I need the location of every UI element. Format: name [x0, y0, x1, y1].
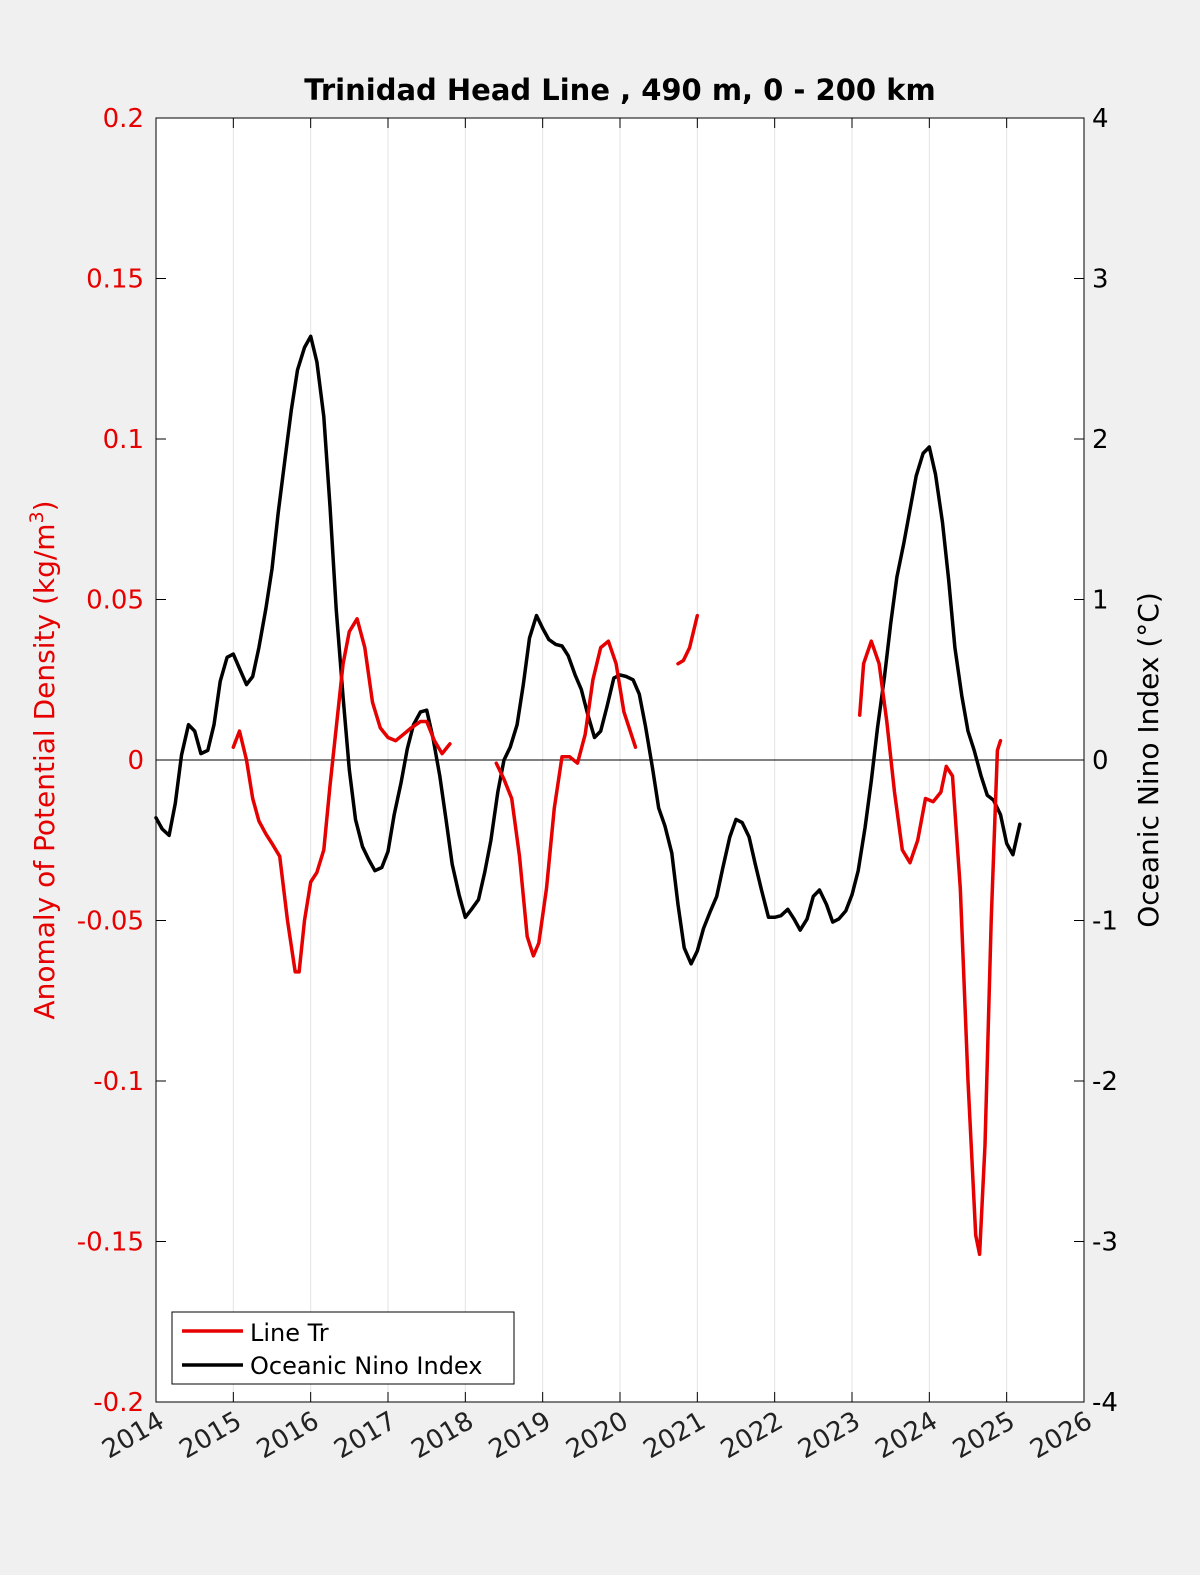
chart-title: Trinidad Head Line , 490 m, 0 - 200 km: [304, 73, 935, 107]
y-left-tick-label: 0.1: [103, 425, 144, 455]
y-right-tick-label: -1: [1092, 907, 1118, 937]
y-left-tick-label: -0.15: [77, 1228, 144, 1258]
legend-oni-label: Oceanic Nino Index: [250, 1352, 482, 1380]
x-tick-label: 2018: [407, 1406, 479, 1465]
y-left-tick-label: 0: [127, 746, 144, 776]
axis-ticks: [155, 117, 1085, 1403]
y-right-tick-label: -4: [1092, 1388, 1118, 1418]
legend: Line Tr Oceanic Nino Index: [171, 1311, 515, 1385]
y-left-tick-labels: 0.2 0.15 0.1 0.05 0 -0.05 -0.1 -0.15 -0.2: [77, 104, 144, 1418]
line-tr-series-segment-2: [676, 613, 700, 666]
y-left-axis-label-text: Anomaly of Potential Density (kg/m: [28, 523, 61, 1019]
legend-line-tr-label: Line Tr: [250, 1319, 329, 1347]
y-right-tick-label: -3: [1092, 1228, 1118, 1258]
line-tr-series-segment-1: [494, 639, 638, 958]
x-tick-label: 2015: [175, 1406, 247, 1465]
y-left-tick-label: -0.1: [93, 1067, 144, 1097]
x-tick-labels: 2014 2015 2016 2017 2018 2019 2020 2021 2022 2023…: [97, 1406, 1097, 1465]
y-left-tick-label: -0.2: [93, 1388, 144, 1418]
x-tick-label: 2025: [948, 1406, 1020, 1465]
line-tr-series-segment-0: [231, 617, 452, 974]
legend-box: [171, 1311, 515, 1385]
x-tick-label: 2021: [639, 1406, 711, 1465]
y-left-tick-label: 0.15: [86, 265, 144, 295]
y-left-tick-label: 0.05: [86, 586, 144, 616]
x-tick-label: 2026: [1025, 1406, 1097, 1465]
line-tr-series-segment-3: [857, 639, 1003, 1257]
y-right-tick-label: 4: [1092, 104, 1109, 134]
y-right-tick-label: 1: [1092, 586, 1109, 616]
y-right-tick-labels: 4 3 2 1 0 -1 -2 -3 -4: [1092, 104, 1118, 1418]
x-tick-label: 2023: [793, 1406, 865, 1465]
x-tick-label: 2020: [561, 1406, 633, 1465]
x-tick-label: 2016: [252, 1406, 324, 1465]
y-left-tick-label: -0.05: [77, 907, 144, 937]
y-right-tick-label: 2: [1092, 425, 1109, 455]
series-layer: [154, 334, 1022, 1257]
x-tick-label: 2024: [871, 1406, 943, 1465]
y-left-axis-label-close: ): [28, 500, 61, 511]
y-right-tick-label: 0: [1092, 746, 1109, 776]
y-right-axis-label: Oceanic Nino Index (°C): [1132, 592, 1165, 928]
y-right-tick-label: -2: [1092, 1067, 1118, 1097]
y-left-axis-label: Anomaly of Potential Density (kg/m3): [26, 500, 61, 1019]
x-tick-label: 2019: [484, 1406, 556, 1465]
y-right-tick-label: 3: [1092, 265, 1109, 295]
x-tick-label: 2022: [716, 1406, 788, 1465]
y-left-axis-label-superscript: 3: [26, 511, 48, 523]
y-left-tick-label: 0.2: [103, 104, 144, 134]
x-tick-label: 2017: [329, 1406, 401, 1465]
